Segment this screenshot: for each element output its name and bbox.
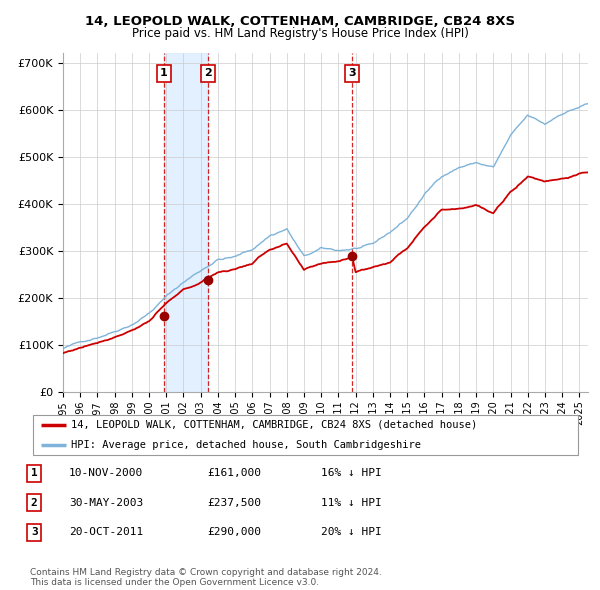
Text: 10-NOV-2000: 10-NOV-2000 <box>69 468 143 478</box>
Text: HPI: Average price, detached house, South Cambridgeshire: HPI: Average price, detached house, Sout… <box>71 440 421 450</box>
Text: 2: 2 <box>31 498 38 507</box>
Text: 11% ↓ HPI: 11% ↓ HPI <box>321 498 382 507</box>
Text: 14, LEOPOLD WALK, COTTENHAM, CAMBRIDGE, CB24 8XS: 14, LEOPOLD WALK, COTTENHAM, CAMBRIDGE, … <box>85 15 515 28</box>
Text: 20% ↓ HPI: 20% ↓ HPI <box>321 527 382 537</box>
Text: 16% ↓ HPI: 16% ↓ HPI <box>321 468 382 478</box>
Text: Price paid vs. HM Land Registry's House Price Index (HPI): Price paid vs. HM Land Registry's House … <box>131 27 469 40</box>
Text: 14, LEOPOLD WALK, COTTENHAM, CAMBRIDGE, CB24 8XS (detached house): 14, LEOPOLD WALK, COTTENHAM, CAMBRIDGE, … <box>71 420 478 430</box>
Text: 2: 2 <box>204 68 212 78</box>
Text: 30-MAY-2003: 30-MAY-2003 <box>69 498 143 507</box>
Text: 3: 3 <box>31 527 38 537</box>
Text: 3: 3 <box>349 68 356 78</box>
Text: Contains HM Land Registry data © Crown copyright and database right 2024.
This d: Contains HM Land Registry data © Crown c… <box>30 568 382 587</box>
Text: 20-OCT-2011: 20-OCT-2011 <box>69 527 143 537</box>
Text: £290,000: £290,000 <box>207 527 261 537</box>
Text: 1: 1 <box>31 468 38 478</box>
Text: £161,000: £161,000 <box>207 468 261 478</box>
Text: £237,500: £237,500 <box>207 498 261 507</box>
FancyBboxPatch shape <box>33 415 578 455</box>
Text: 1: 1 <box>160 68 168 78</box>
Bar <box>164 53 208 392</box>
